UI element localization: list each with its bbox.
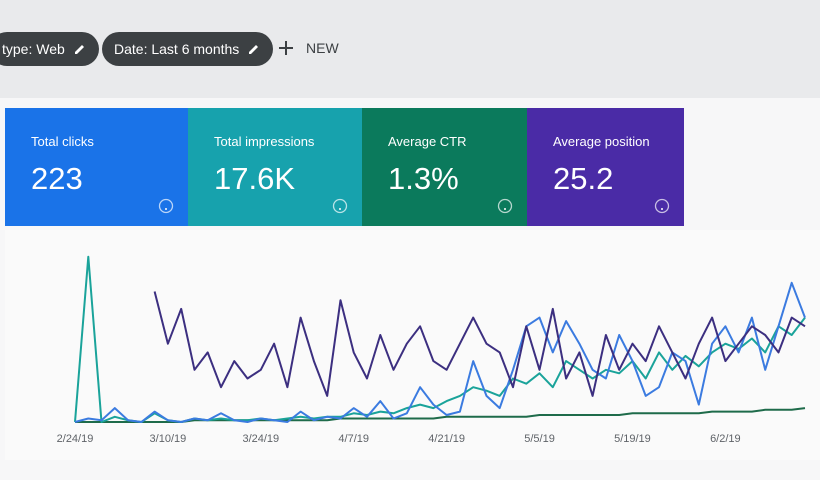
filter-chip[interactable]: Date: Last 6 months [102, 32, 274, 66]
chart: 2/24/19 3/10/19 3/24/19 4/7/19 4/21/19 5/5/19… [5, 230, 820, 460]
metric-label: Total clicks [31, 134, 94, 149]
metric-label: Total impressions [214, 134, 315, 149]
metric-card[interactable]: Average position 25.2 [527, 108, 684, 226]
metric-card[interactable]: Total impressions 17.6K [188, 108, 362, 226]
help-icon[interactable] [332, 198, 348, 214]
x-tick-label: 5/5/19 [524, 433, 555, 445]
x-tick-label: 3/10/19 [150, 433, 187, 445]
help-icon[interactable] [497, 198, 513, 214]
series-line [74, 281, 806, 423]
metric-card[interactable]: Total clicks 223 [5, 108, 188, 226]
new-button[interactable]: NEW [278, 40, 339, 56]
plus-icon [279, 41, 293, 55]
metric-value: 223 [31, 161, 83, 196]
metric-value: 17.6K [214, 161, 296, 196]
x-tick-label: 5/19/19 [614, 433, 651, 445]
metric-label: Average position [553, 134, 650, 149]
metric-card[interactable]: Average CTR 1.3% [362, 108, 527, 226]
metric-value: 25.2 [553, 161, 614, 196]
x-tick-label: 4/7/19 [338, 433, 369, 445]
x-tick-label: 3/24/19 [242, 433, 279, 445]
metric-value: 1.3% [388, 161, 459, 196]
x-tick-label: 6/2/19 [710, 433, 741, 445]
metric-label: Average CTR [388, 134, 467, 149]
x-tick-label: 4/21/19 [428, 433, 465, 445]
edit-icon [74, 45, 84, 54]
chip-label: type: Web [2, 41, 65, 57]
series-line [75, 407, 806, 423]
filter-chip[interactable]: type: Web [0, 32, 99, 66]
chip-label: Date: Last 6 months [114, 41, 240, 57]
edit-icon [249, 45, 259, 54]
series-line [153, 291, 806, 397]
x-tick-label: 2/24/19 [57, 433, 94, 445]
new-label: NEW [306, 40, 339, 56]
help-icon[interactable] [654, 198, 670, 214]
help-icon[interactable] [158, 198, 174, 214]
